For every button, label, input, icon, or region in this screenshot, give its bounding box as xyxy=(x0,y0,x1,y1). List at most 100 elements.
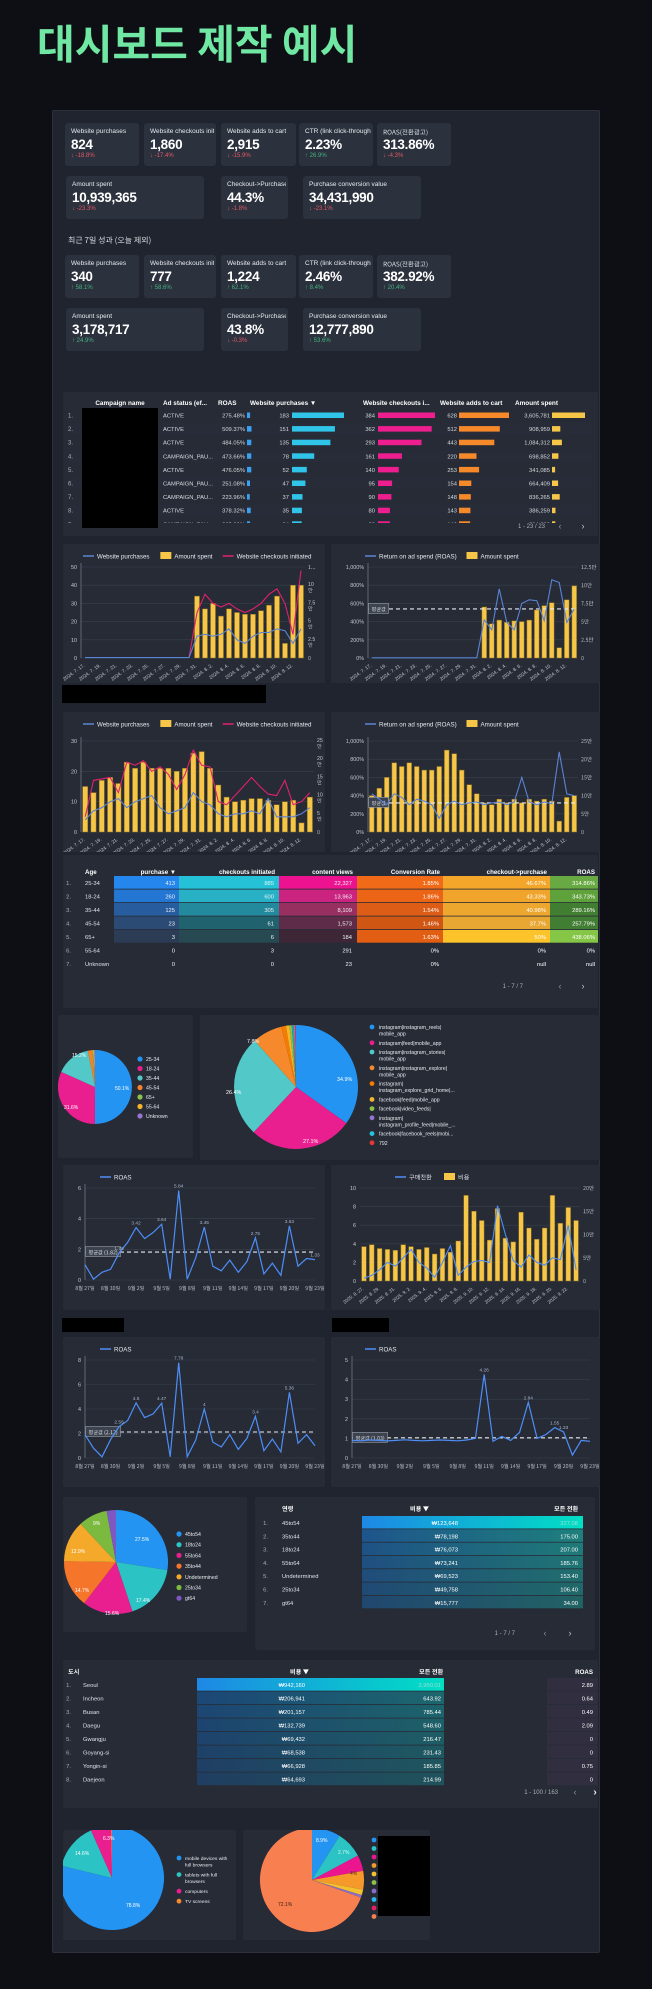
svg-text:ACTIVE: ACTIVE xyxy=(163,414,184,420)
svg-text:135: 135 xyxy=(279,441,289,447)
svg-text:1.46%: 1.46% xyxy=(423,922,439,928)
svg-text:35to44: 35to44 xyxy=(185,1564,201,1570)
svg-text:3.: 3. xyxy=(263,1548,268,1554)
svg-text:47: 47 xyxy=(283,482,289,488)
svg-text:293: 293 xyxy=(365,441,375,447)
svg-text:ACTIVE: ACTIVE xyxy=(163,441,184,447)
svg-text:Website purchases: Website purchases xyxy=(97,722,150,729)
svg-text:2.89: 2.89 xyxy=(582,1683,593,1689)
svg-text:30: 30 xyxy=(71,601,77,607)
svg-text:9%: 9% xyxy=(93,1521,101,1527)
svg-text:0: 0 xyxy=(590,1751,593,1757)
svg-text:0: 0 xyxy=(353,1279,356,1285)
svg-text:Return on ad spend (ROAS): Return on ad spend (ROAS) xyxy=(379,554,457,561)
svg-text:31.6%: 31.6% xyxy=(64,1105,79,1111)
svg-text:4.26: 4.26 xyxy=(480,1368,490,1374)
svg-text:₩64,693: ₩64,693 xyxy=(282,1778,305,1784)
svg-text:2.56: 2.56 xyxy=(114,1420,124,1426)
svg-text:78: 78 xyxy=(283,454,289,460)
svg-text:78.8%: 78.8% xyxy=(126,1903,141,1909)
svg-text:1 - 100 / 163: 1 - 100 / 163 xyxy=(524,1790,558,1796)
svg-text:55-64: 55-64 xyxy=(85,949,101,955)
svg-text:260: 260 xyxy=(165,895,175,901)
svg-text:3.: 3. xyxy=(66,1710,71,1716)
svg-text:413: 413 xyxy=(165,881,175,887)
svg-text:61: 61 xyxy=(268,922,274,928)
svg-text:25to34: 25to34 xyxy=(185,1586,201,1592)
svg-text:0.75: 0.75 xyxy=(582,1764,593,1770)
svg-text:mobile devices with: mobile devices with xyxy=(185,1856,228,1862)
svg-text:₩73,241: ₩73,241 xyxy=(435,1561,458,1567)
svg-text:473.66%: 473.66% xyxy=(222,454,245,460)
svg-text:8.9%: 8.9% xyxy=(316,1838,328,1844)
svg-text:154: 154 xyxy=(447,482,457,488)
svg-text:3: 3 xyxy=(172,935,175,941)
svg-text:Website checkouts initiated: Website checkouts initiated xyxy=(237,722,312,729)
svg-text:CAMPAIGN_PAU...: CAMPAIGN_PAU... xyxy=(163,454,213,460)
svg-text:45to54: 45to54 xyxy=(282,1521,301,1527)
svg-text:Campaign name: Campaign name xyxy=(95,400,145,407)
svg-text:15: 15 xyxy=(317,774,323,780)
svg-text:231.43: 231.43 xyxy=(423,1751,441,1757)
svg-text:80: 80 xyxy=(369,509,375,515)
svg-text:2.: 2. xyxy=(66,895,71,901)
svg-text:216.47: 216.47 xyxy=(423,1737,441,1743)
svg-text:₩68,538: ₩68,538 xyxy=(282,1751,305,1757)
svg-text:₩69,523: ₩69,523 xyxy=(435,1574,458,1580)
svg-text:›: › xyxy=(593,1787,596,1798)
svg-text:343.73%: 343.73% xyxy=(572,895,595,901)
svg-text:content views: content views xyxy=(312,869,353,876)
svg-text:4: 4 xyxy=(203,1402,206,1408)
svg-text:ROAS: ROAS xyxy=(114,1347,132,1354)
svg-text:5.84: 5.84 xyxy=(174,1184,184,1190)
svg-text:0%: 0% xyxy=(356,830,364,836)
svg-text:45-54: 45-54 xyxy=(146,1086,159,1092)
svg-text:5.36: 5.36 xyxy=(285,1385,295,1391)
svg-text:13,963: 13,963 xyxy=(334,895,352,901)
svg-text:₩942,160: ₩942,160 xyxy=(279,1683,305,1689)
svg-text:10: 10 xyxy=(71,638,77,644)
svg-text:800%: 800% xyxy=(350,583,364,589)
svg-text:25: 25 xyxy=(317,738,323,744)
svg-text:7.: 7. xyxy=(263,1601,268,1607)
svg-text:8.: 8. xyxy=(68,509,73,515)
svg-text:Website purchases ▼: Website purchases ▼ xyxy=(250,400,316,407)
svg-text:₩78,198: ₩78,198 xyxy=(435,1534,458,1540)
svg-text:1.: 1. xyxy=(66,1683,71,1689)
svg-text:instagram|feed|mobile_app: instagram|feed|mobile_app xyxy=(379,1041,442,1047)
svg-text:15.6%: 15.6% xyxy=(105,1611,120,1617)
svg-text:200%: 200% xyxy=(350,638,364,644)
svg-text:3.: 3. xyxy=(68,441,73,447)
svg-text:25-34: 25-34 xyxy=(146,1057,159,1063)
svg-text:175.00: 175.00 xyxy=(560,1534,578,1540)
svg-text:207.00: 207.00 xyxy=(560,1548,578,1554)
svg-text:instagram|instagram_stories|: instagram|instagram_stories| xyxy=(379,1050,445,1056)
svg-text:instagram_explore_grid_home|..: instagram_explore_grid_home|... xyxy=(379,1088,455,1094)
svg-text:65+: 65+ xyxy=(146,1095,155,1101)
svg-text:0: 0 xyxy=(78,1456,81,1462)
svg-text:143: 143 xyxy=(447,509,457,515)
svg-text:₩132,739: ₩132,739 xyxy=(279,1724,305,1730)
svg-text:18-24: 18-24 xyxy=(85,895,101,901)
svg-text:8: 8 xyxy=(78,1358,81,1364)
svg-text:TV screens: TV screens xyxy=(185,1899,210,1905)
svg-text:251.08%: 251.08% xyxy=(222,482,245,488)
svg-text:₩206,941: ₩206,941 xyxy=(279,1697,305,1703)
svg-text:null: null xyxy=(586,962,595,968)
svg-text:Daejeon: Daejeon xyxy=(83,1778,105,1784)
svg-text:4: 4 xyxy=(78,1407,81,1413)
svg-text:6: 6 xyxy=(78,1186,81,1192)
svg-text:₩76,073: ₩76,073 xyxy=(435,1548,458,1554)
svg-text:5: 5 xyxy=(345,1358,348,1364)
svg-text:purchase ▼: purchase ▼ xyxy=(141,869,176,876)
svg-text:253: 253 xyxy=(447,468,457,474)
svg-text:6.: 6. xyxy=(66,1751,71,1757)
svg-text:7.: 7. xyxy=(68,495,73,501)
svg-text:2.: 2. xyxy=(66,1697,71,1703)
svg-text:gt64: gt64 xyxy=(282,1601,294,1607)
svg-text:null: null xyxy=(537,962,546,968)
svg-text:2: 2 xyxy=(345,1417,348,1423)
svg-text:ROAS: ROAS xyxy=(575,1669,593,1676)
svg-text:Undetermined: Undetermined xyxy=(185,1575,218,1581)
svg-text:4%: 4% xyxy=(350,1871,358,1877)
